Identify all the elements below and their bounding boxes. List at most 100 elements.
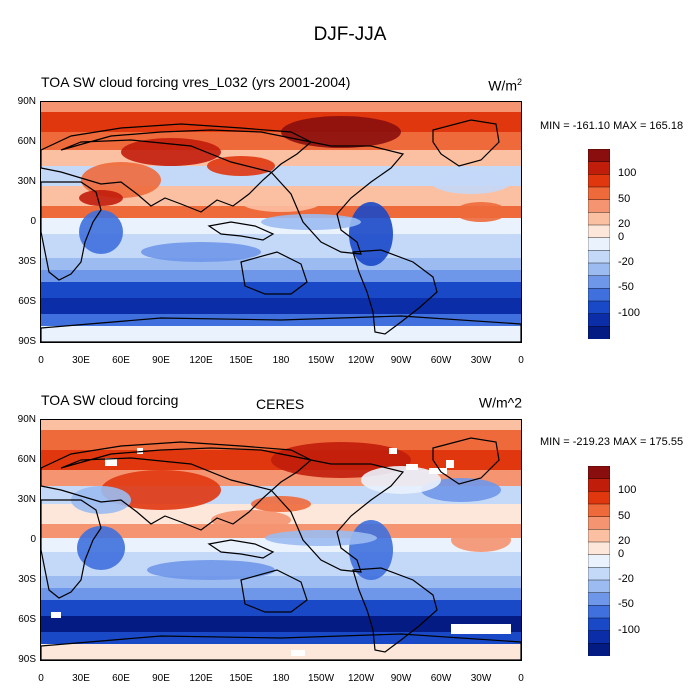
figure-title: DJF-JJA xyxy=(313,24,387,45)
field-band xyxy=(41,600,521,616)
colorbar-swatch xyxy=(588,199,610,214)
field-band xyxy=(41,270,521,282)
field-anomaly xyxy=(265,530,377,546)
missing-data-patch xyxy=(105,458,117,466)
colorbar-tick-label: 100 xyxy=(618,484,637,497)
colorbar-tick-label: -100 xyxy=(618,623,641,636)
missing-data-patch xyxy=(451,624,511,634)
coastline-antarctica xyxy=(41,315,521,342)
field-anomaly xyxy=(207,156,275,176)
colorbar-swatch xyxy=(588,478,610,493)
lon-tick-label: 30E xyxy=(72,673,90,684)
colorbar-swatch xyxy=(588,529,610,543)
panel1-map xyxy=(40,101,522,343)
colorbar-tick-label: -20 xyxy=(618,573,634,585)
field-anomaly xyxy=(141,242,261,262)
lon-tick-label: 60W xyxy=(430,355,452,366)
colorbar-swatch xyxy=(588,174,610,188)
field-anomaly xyxy=(147,560,275,580)
lon-tick-label: 150W xyxy=(307,673,335,684)
field-band xyxy=(41,112,521,132)
panel2-center-title: CERES xyxy=(256,396,305,412)
colorbar-swatch xyxy=(588,212,610,226)
lat-tick-label: 30N xyxy=(17,176,36,187)
panel1-minmax: MIN = -161.10 MAX = 165.18 xyxy=(540,120,684,132)
panel1-title: TOA SW cloud forcing vres_L032 (yrs 2001… xyxy=(41,74,351,90)
lat-tick-label: 60N xyxy=(17,136,36,147)
field-band xyxy=(41,644,521,660)
colorbar-tick-label: 0 xyxy=(618,230,625,243)
field-band xyxy=(41,420,521,430)
colorbar-swatch xyxy=(588,250,610,264)
lon-tick-label: 60E xyxy=(112,673,130,684)
coastline-eurasia xyxy=(41,441,313,531)
colorbar-swatch xyxy=(588,466,610,480)
lon-tick-label: 90E xyxy=(152,355,170,366)
colorbar-tick-label: 0 xyxy=(618,547,625,560)
colorbar-tick-label: -50 xyxy=(618,598,634,611)
colorbar-swatch xyxy=(588,262,610,277)
missing-data-patch xyxy=(406,464,418,470)
missing-data-patch xyxy=(429,468,447,474)
panel2-title: TOA SW cloud forcing xyxy=(41,392,179,408)
colorbar-swatch xyxy=(588,630,610,645)
coastline-eurasia xyxy=(41,123,313,213)
panel2-colorbar-swatches xyxy=(588,466,610,656)
field-band xyxy=(41,538,521,552)
lon-tick-label: 60W xyxy=(430,673,452,684)
colorbar-swatch xyxy=(588,503,610,518)
field-band xyxy=(41,430,521,450)
lat-tick-label: 30N xyxy=(17,494,36,505)
colorbar-swatch xyxy=(588,161,610,176)
field-anomaly xyxy=(79,190,123,206)
colorbar-swatch xyxy=(588,275,610,290)
panel2-map xyxy=(40,419,522,661)
lon-tick-label: 30W xyxy=(470,355,492,366)
lon-tick-label: 0 xyxy=(518,355,524,366)
field-anomaly xyxy=(455,202,507,222)
colorbar-swatch xyxy=(588,516,610,531)
panel1-units: W/m2 xyxy=(488,77,522,94)
lon-tick-label: 120W xyxy=(347,673,375,684)
colorbar-tick-label: -100 xyxy=(618,306,641,319)
lat-tick-label: 90S xyxy=(18,654,36,665)
field-anomaly xyxy=(211,510,291,530)
coastline-australia xyxy=(240,251,308,295)
lon-tick-label: 150E xyxy=(229,355,253,366)
missing-data-patch xyxy=(291,650,305,656)
lat-tick-label: 60S xyxy=(18,614,36,625)
field-anomaly xyxy=(421,478,501,502)
field-anomaly xyxy=(271,442,411,478)
colorbar-tick-label: 20 xyxy=(618,535,631,547)
colorbar-swatch xyxy=(588,541,610,556)
coastline-australia xyxy=(240,569,308,613)
lon-tick-label: 90W xyxy=(390,355,412,366)
coastline-north-america xyxy=(60,129,405,255)
lon-tick-label: 120E xyxy=(189,355,213,366)
lat-tick-label: 60N xyxy=(17,454,36,465)
panel2-colorbar xyxy=(588,466,610,656)
field-band xyxy=(41,326,521,342)
panel2-units: W/m^2 xyxy=(478,394,522,411)
lon-tick-label: 120E xyxy=(189,673,213,684)
lon-tick-label: 30W xyxy=(470,673,492,684)
field-band xyxy=(41,258,521,270)
field-anomaly xyxy=(121,138,221,166)
field-anomaly xyxy=(261,214,361,230)
colorbar-swatch xyxy=(588,326,610,339)
lon-tick-label: 180 xyxy=(272,355,290,366)
coastline-greenland xyxy=(432,119,500,167)
field-band xyxy=(41,166,521,186)
colorbar-swatch xyxy=(588,491,610,505)
colorbar-tick-label: 100 xyxy=(618,167,637,180)
field-anomaly xyxy=(349,202,393,266)
missing-data-patch xyxy=(446,460,454,468)
field-anomaly xyxy=(77,526,125,570)
field-band xyxy=(41,524,521,538)
field-anomaly xyxy=(241,192,321,212)
colorbar-tick-label: 50 xyxy=(618,509,631,522)
field-anomaly xyxy=(361,466,441,494)
coastline-antarctica xyxy=(41,633,521,660)
field-band xyxy=(41,616,521,632)
colorbar-swatch xyxy=(588,237,610,252)
